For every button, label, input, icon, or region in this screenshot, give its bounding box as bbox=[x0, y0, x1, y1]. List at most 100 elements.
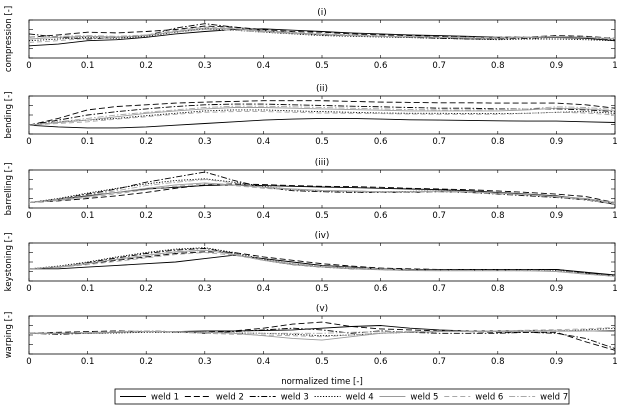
series-line-weld-6 bbox=[28, 252, 616, 277]
series-line-weld-3 bbox=[28, 247, 616, 277]
series-line-weld-6 bbox=[28, 183, 616, 205]
x-tick-label: 0.9 bbox=[550, 137, 564, 147]
x-tick-label: 0.4 bbox=[257, 61, 271, 71]
panel-title: (iii) bbox=[315, 158, 330, 168]
x-tick-label: 0.9 bbox=[550, 284, 564, 294]
x-tick-label: 0.8 bbox=[491, 61, 505, 71]
x-tick-label: 0.8 bbox=[491, 137, 505, 147]
x-tick-label: 0.5 bbox=[315, 137, 329, 147]
legend-label: weld 1 bbox=[151, 393, 179, 403]
x-tick-label: 0.8 bbox=[491, 284, 505, 294]
x-tick-label: 0.6 bbox=[374, 137, 388, 147]
x-tick-label: 0.1 bbox=[81, 137, 95, 147]
series-line-weld-7 bbox=[28, 29, 616, 40]
legend: weld 1 weld 2 weld 3 weld 4 weld 5 weld 6 weld… bbox=[114, 388, 570, 405]
x-tick-label: 0.6 bbox=[374, 61, 388, 71]
y-axis-label: bending [-] bbox=[4, 92, 14, 139]
x-tick-label: 1 bbox=[612, 284, 617, 294]
x-tick-label: 0.4 bbox=[257, 137, 271, 147]
x-tick-label: 0.7 bbox=[432, 211, 446, 221]
series-line-weld-5 bbox=[28, 249, 616, 277]
x-tick-label: 0.5 bbox=[315, 357, 329, 367]
x-axis-label: normalized time [-] bbox=[281, 377, 363, 387]
x-tick-label: 0.3 bbox=[198, 137, 212, 147]
x-tick-label: 0.3 bbox=[198, 284, 212, 294]
x-tick-label: 0.1 bbox=[81, 61, 95, 71]
plot-frame bbox=[28, 242, 616, 282]
panel-title: (v) bbox=[316, 304, 328, 314]
legend-label: weld 6 bbox=[475, 393, 503, 403]
x-tick-label: 0.9 bbox=[550, 61, 564, 71]
x-tick-label: 0.4 bbox=[257, 211, 271, 221]
series-line-weld-5 bbox=[28, 107, 616, 126]
x-tick-label: 1 bbox=[612, 211, 617, 221]
x-tick-label: 1 bbox=[612, 357, 617, 367]
x-tick-label: 0.8 bbox=[491, 357, 505, 367]
panel-5: (v) warping [-] 0 0.1 0.2 0.3 0.4 0.5 0.6 0.7 0.8 0… bbox=[4, 304, 618, 367]
x-tick-label: 0.2 bbox=[139, 137, 153, 147]
x-tick-label: 0.3 bbox=[198, 357, 212, 367]
series-line-weld-2 bbox=[28, 183, 616, 204]
x-tick-label: 0.4 bbox=[257, 284, 271, 294]
x-tick-label: 0 bbox=[26, 137, 31, 147]
panel-title: (iv) bbox=[315, 231, 330, 241]
x-tick-label: 0.3 bbox=[198, 61, 212, 71]
y-axis-label: keystoning [-] bbox=[4, 233, 14, 292]
x-tick-label: 0.3 bbox=[198, 211, 212, 221]
series-line-weld-6 bbox=[28, 111, 616, 126]
series-line-weld-5 bbox=[29, 330, 616, 341]
series-line-weld-4 bbox=[28, 247, 616, 277]
x-tick-label: 0 bbox=[26, 284, 31, 294]
x-tick-label: 0.7 bbox=[432, 357, 446, 367]
x-tick-label: 0.6 bbox=[374, 357, 388, 367]
panel-title: (ii) bbox=[316, 84, 328, 94]
series-line-weld-2 bbox=[28, 321, 616, 351]
x-tick-label: 0.5 bbox=[315, 284, 329, 294]
x-tick-label: 0.5 bbox=[315, 211, 329, 221]
x-tick-label: 0.1 bbox=[81, 284, 95, 294]
panel-4: (iv) keystoning [-] 0 0.1 0.2 0.3 0.4 0.5 0.6 0.7… bbox=[4, 231, 618, 294]
x-tick-label: 0.1 bbox=[81, 211, 95, 221]
x-tick-label: 0.7 bbox=[432, 61, 446, 71]
series-line-weld-7 bbox=[29, 329, 616, 334]
legend-label: weld 2 bbox=[216, 393, 244, 403]
x-tick-label: 0.7 bbox=[432, 284, 446, 294]
series-line-weld-7 bbox=[28, 179, 616, 204]
legend-label: weld 7 bbox=[540, 393, 568, 403]
series-line-weld-5 bbox=[28, 182, 616, 204]
y-axis-label: compression [-] bbox=[4, 6, 14, 72]
x-tick-label: 0.6 bbox=[374, 211, 388, 221]
legend-label: weld 3 bbox=[281, 393, 309, 403]
series-line-weld-4 bbox=[28, 109, 616, 126]
legend-label: weld 5 bbox=[410, 393, 438, 403]
series-line-weld-1 bbox=[28, 117, 616, 129]
series-line-weld-2 bbox=[28, 25, 616, 39]
x-tick-label: 0.2 bbox=[139, 61, 153, 71]
x-tick-label: 0.2 bbox=[139, 211, 153, 221]
y-axis-label: barrelling [-] bbox=[4, 163, 14, 216]
x-tick-label: 0 bbox=[26, 211, 31, 221]
series-line-weld-2 bbox=[28, 100, 616, 126]
series-line-weld-2 bbox=[28, 251, 616, 277]
x-tick-label: 0.7 bbox=[432, 137, 446, 147]
x-tick-label: 0.9 bbox=[550, 211, 564, 221]
x-tick-label: 0 bbox=[26, 357, 31, 367]
x-tick-label: 1 bbox=[612, 137, 617, 147]
panel-2: (ii) bending [-] 0 0.1 0.2 0.3 0.4 0.5 0.6 0.7 0.8… bbox=[4, 84, 618, 147]
legend-box bbox=[114, 388, 570, 405]
x-tick-label: 1 bbox=[612, 61, 617, 71]
legend-label: weld 4 bbox=[346, 393, 374, 403]
panel-3: (iii) barrelling [-] 0 0.1 0.2 0.3 0.4 0.5 0.6 0.… bbox=[4, 158, 618, 221]
series-line-weld-7 bbox=[28, 249, 616, 277]
series-line-weld-3 bbox=[28, 171, 616, 205]
x-tick-label: 0.2 bbox=[139, 357, 153, 367]
x-tick-label: 0.4 bbox=[257, 357, 271, 367]
panel-1: (i) compression [-] 0 0.1 0.2 0.3 0.4 0.5 0.6 0.7… bbox=[4, 6, 618, 72]
x-tick-label: 0.2 bbox=[139, 284, 153, 294]
panel-title: (i) bbox=[317, 8, 327, 18]
x-tick-label: 0 bbox=[26, 61, 31, 71]
x-tick-label: 0.1 bbox=[81, 357, 95, 367]
y-axis-label: warping [-] bbox=[4, 312, 14, 359]
x-tick-label: 0.8 bbox=[491, 211, 505, 221]
